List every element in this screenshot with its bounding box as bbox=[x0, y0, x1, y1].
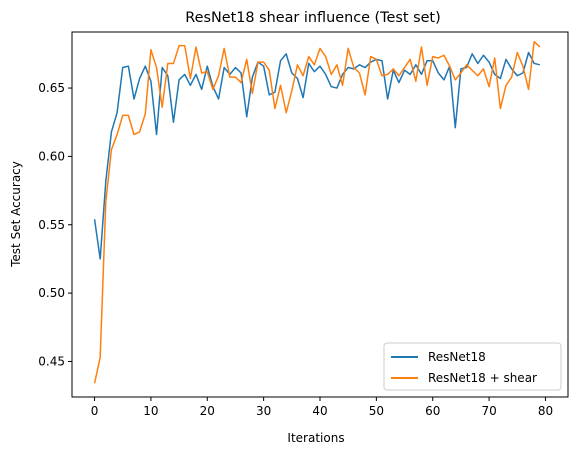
y-tick-label: 0.55 bbox=[38, 218, 65, 232]
y-tick-label: 0.65 bbox=[38, 81, 65, 95]
x-tick-label: 60 bbox=[425, 404, 440, 418]
x-axis-label: Iterations bbox=[287, 431, 344, 445]
legend: ResNet18 ResNet18 + shear bbox=[383, 342, 562, 391]
x-tick-label: 80 bbox=[538, 404, 553, 418]
y-axis-label: Test Set Accuracy bbox=[9, 161, 23, 268]
x-axis-ticks: 0 10 20 30 40 50 60 70 80 bbox=[91, 397, 553, 418]
plot-frame bbox=[71, 31, 569, 398]
chart-title: ResNet18 shear influence (Test set) bbox=[185, 10, 440, 26]
x-tick-label: 10 bbox=[143, 404, 158, 418]
legend-label-resnet18: ResNet18 bbox=[428, 350, 486, 364]
x-tick-label: 50 bbox=[369, 404, 384, 418]
y-tick-label: 0.45 bbox=[38, 354, 65, 368]
legend-box bbox=[383, 342, 562, 391]
y-tick-label: 0.60 bbox=[38, 149, 65, 163]
plot-area bbox=[72, 32, 568, 397]
y-axis-ticks: 0.45 0.50 0.55 0.60 0.65 bbox=[38, 81, 72, 368]
x-tick-label: 30 bbox=[256, 404, 271, 418]
series-lines bbox=[93, 40, 541, 384]
x-tick-label: 70 bbox=[481, 404, 496, 418]
legend-label-resnet18-shear: ResNet18 + shear bbox=[428, 371, 537, 385]
x-tick-label: 20 bbox=[200, 404, 215, 418]
x-tick-label: 0 bbox=[91, 404, 99, 418]
series-line-resnet18-shear bbox=[93, 40, 541, 384]
x-tick-label: 40 bbox=[312, 404, 327, 418]
series-line-resnet18 bbox=[93, 51, 540, 260]
y-tick-label: 0.50 bbox=[38, 286, 65, 300]
